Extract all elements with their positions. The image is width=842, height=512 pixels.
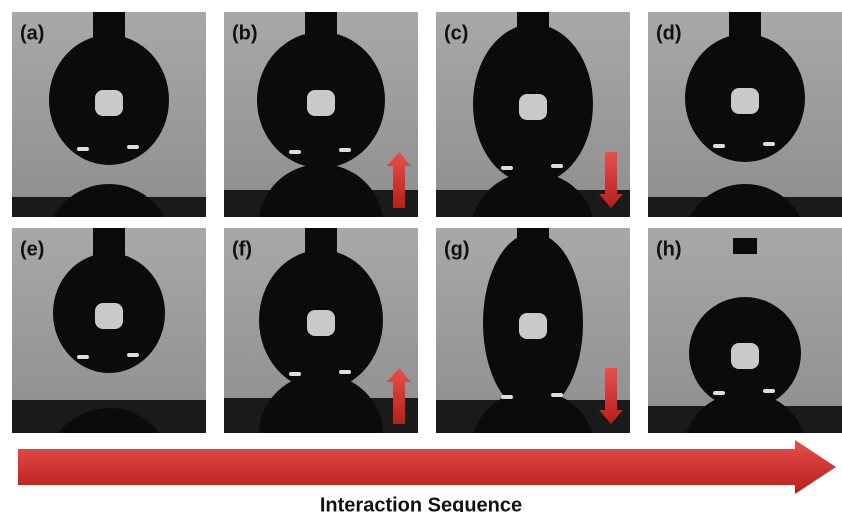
glint	[289, 372, 301, 376]
glint	[77, 355, 89, 359]
glint	[501, 395, 513, 399]
panel-label: (b)	[232, 22, 258, 44]
panel-label: (e)	[20, 238, 44, 260]
reflection	[519, 94, 547, 120]
reflection	[519, 313, 547, 339]
glint	[289, 150, 301, 154]
glint	[763, 389, 775, 393]
reflection	[307, 310, 335, 336]
glint	[77, 147, 89, 151]
panel-label: (c)	[444, 22, 468, 44]
panel-label: (h)	[656, 238, 682, 260]
glint	[127, 145, 139, 149]
panel-label: (f)	[232, 238, 252, 260]
glint	[127, 353, 139, 357]
reflection	[307, 90, 335, 116]
reflection	[731, 88, 759, 114]
figure: (a) (b) (c) (d) (e) (f) (g) (h) Interaction Seq…	[0, 0, 842, 512]
needle	[733, 238, 757, 254]
reflection	[95, 90, 123, 116]
glint	[713, 144, 725, 148]
glint	[551, 164, 563, 168]
sequence-arrow	[18, 440, 836, 494]
panel-label: (a)	[20, 22, 44, 44]
glint	[501, 166, 513, 170]
glint	[551, 393, 563, 397]
reflection	[95, 303, 123, 329]
panels: (a) (b) (c) (d) (e) (f) (g) (h)	[12, 12, 842, 512]
glint	[339, 370, 351, 374]
reflection	[731, 343, 759, 369]
panel-label: (d)	[656, 22, 682, 44]
glint	[713, 391, 725, 395]
caption: Interaction Sequence	[320, 494, 522, 512]
glint	[763, 142, 775, 146]
panel-label: (g)	[444, 238, 470, 260]
glint	[339, 148, 351, 152]
